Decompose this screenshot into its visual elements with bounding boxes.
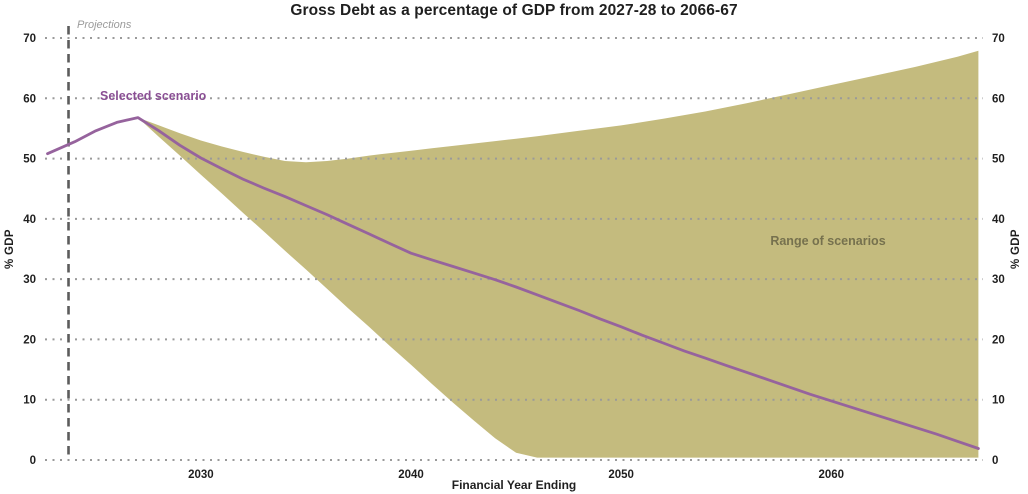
selected-scenario-line (46, 116, 980, 450)
y-tick-left-60: 60 (23, 93, 36, 105)
y-tick-left-10: 10 (23, 395, 36, 407)
y-tick-right-10: 10 (992, 395, 1005, 407)
y-tick-left-70: 70 (23, 33, 36, 45)
y-tick-right-50: 50 (992, 154, 1005, 166)
x-tick-2030: 2030 (188, 469, 214, 481)
y-tick-right-30: 30 (992, 274, 1005, 286)
y-tick-right-60: 60 (992, 93, 1005, 105)
y-tick-left-50: 50 (23, 154, 36, 166)
y-tick-left-0: 0 (30, 455, 36, 467)
y-tick-left-30: 30 (23, 274, 36, 286)
x-tick-2040: 2040 (398, 469, 424, 481)
x-tick-2050: 2050 (608, 469, 634, 481)
y-tick-right-40: 40 (992, 214, 1005, 226)
y-tick-right-20: 20 (992, 334, 1005, 346)
y-tick-left-20: 20 (23, 334, 36, 346)
range-of-scenarios-label: Range of scenarios (770, 234, 886, 248)
x-tick-2060: 2060 (819, 469, 845, 481)
selected-scenario-label: Selected scenario (100, 89, 207, 103)
y-tick-right-0: 0 (992, 455, 998, 467)
projections-annotation: Projections (77, 19, 132, 31)
chart-title: Gross Debt as a percentage of GDP from 2… (290, 2, 738, 19)
y-tick-left-40: 40 (23, 214, 36, 226)
y-tick-right-70: 70 (992, 33, 1005, 45)
x-axis-label: Financial Year Ending (451, 478, 577, 492)
range-of-scenarios-area (137, 50, 979, 458)
